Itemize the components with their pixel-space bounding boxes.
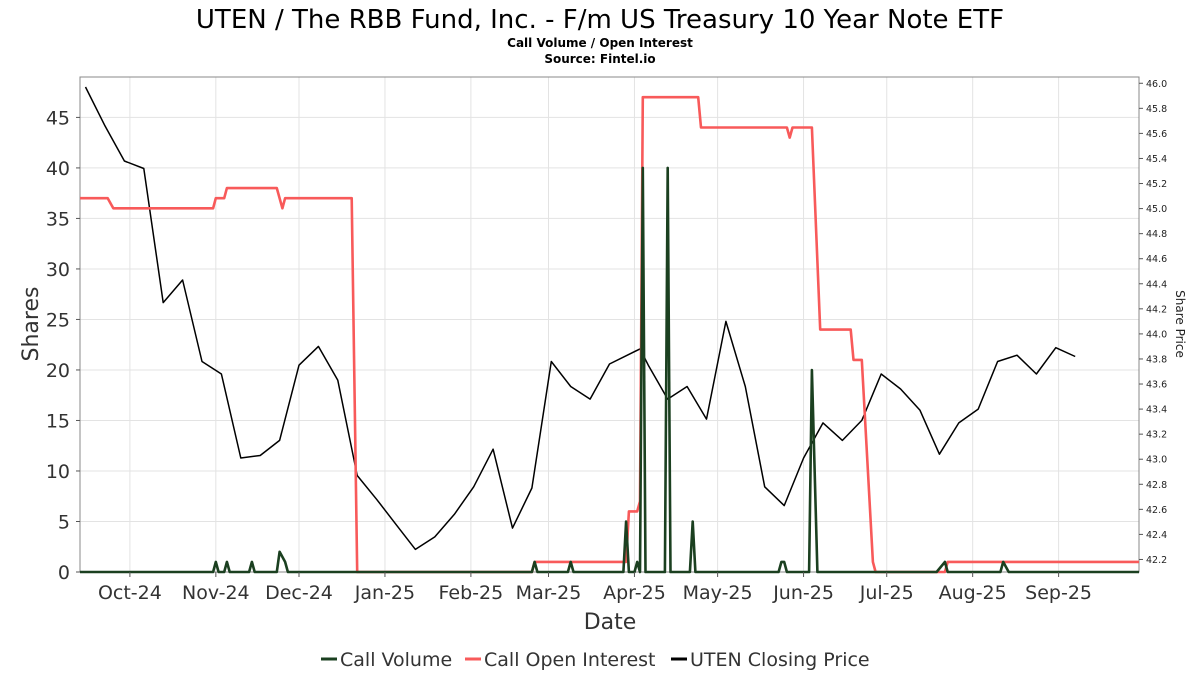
y-tick-label: 5 [58, 511, 70, 533]
right-axis: 42.2 42.4 42.6 42.8 43.0 43.2 43.4 43.6 43.8 44.0… [1139, 79, 1167, 566]
grid [80, 77, 1139, 573]
chart-source: Source: Fintel.io [544, 52, 655, 66]
legend-label: Call Volume [340, 649, 452, 671]
y2-tick-label: 45.0 [1146, 204, 1167, 215]
x-axis-label: Date [584, 610, 637, 635]
x-tick-label: Feb-25 [439, 582, 504, 604]
y2-tick-label: 43.4 [1146, 405, 1167, 416]
y2-tick-label: 45.6 [1146, 129, 1167, 140]
series-layer [80, 86, 1139, 574]
series-line-call-volume [80, 166, 1139, 574]
x-tick-label: May-25 [683, 582, 753, 604]
x-tick-label: Apr-25 [603, 582, 666, 604]
y2-tick-label: 44.0 [1146, 329, 1167, 340]
y2-tick-label: 46.0 [1146, 79, 1167, 90]
y2-tick-label: 45.2 [1146, 179, 1167, 190]
x-tick-label: Nov-24 [182, 582, 250, 604]
y2-tick-label: 42.8 [1146, 480, 1167, 491]
series-line-uten-closing-price [84, 86, 1076, 551]
y-axis-label: Shares [19, 287, 44, 362]
x-tick-label: Sep-25 [1025, 582, 1092, 604]
x-tick-label: Oct-24 [98, 582, 162, 604]
legend: Call Volume Call Open Interest UTEN Closin… [321, 649, 870, 671]
x-tick-label: Aug-25 [939, 582, 1007, 604]
y2-tick-label: 44.8 [1146, 229, 1167, 240]
x-tick-label: Mar-25 [516, 582, 582, 604]
chart-title: UTEN / The RBB Fund, Inc. - F/m US Treas… [196, 5, 1004, 35]
y2-tick-label: 45.4 [1146, 154, 1167, 165]
y-tick-label: 15 [46, 410, 70, 432]
legend-label: UTEN Closing Price [690, 649, 870, 671]
y2-axis-label: Share Price [1173, 290, 1187, 358]
y2-tick-label: 45.8 [1146, 104, 1167, 115]
y2-tick-label: 44.4 [1146, 279, 1167, 290]
y2-tick-label: 42.2 [1146, 555, 1167, 566]
y-tick-label: 30 [46, 259, 70, 281]
y-tick-label: 20 [46, 360, 70, 382]
y2-tick-label: 42.6 [1146, 505, 1167, 516]
y2-tick-label: 43.6 [1146, 380, 1167, 391]
x-tick-label: Jun-25 [772, 582, 834, 604]
y2-tick-label: 43.0 [1146, 455, 1167, 466]
y-tick-label: 25 [46, 309, 70, 331]
y2-tick-label: 42.4 [1146, 530, 1167, 541]
y-tick-label: 45 [46, 107, 70, 129]
x-tick-label: Jul-25 [859, 582, 914, 604]
plot-area [79, 76, 1140, 573]
x-tick-label: Dec-24 [265, 582, 333, 604]
y-tick-label: 35 [46, 208, 70, 230]
left-axis: 0 5 10 15 20 25 30 35 40 45 [46, 107, 80, 584]
chart-subtitle: Call Volume / Open Interest [507, 36, 693, 50]
y2-tick-label: 43.2 [1146, 430, 1167, 441]
x-axis: Oct-24 Nov-24 Dec-24 Jan-25 Feb-25 Mar-25 Apr-… [98, 572, 1092, 604]
y2-tick-label: 43.8 [1146, 354, 1167, 365]
y2-tick-label: 44.6 [1146, 254, 1167, 265]
x-tick-label: Jan-25 [354, 582, 415, 604]
y-tick-label: 0 [58, 562, 70, 584]
y-tick-label: 10 [46, 461, 70, 483]
y-tick-label: 40 [46, 158, 70, 180]
series-line-call-open-interest [80, 95, 1139, 574]
y2-tick-label: 44.2 [1146, 304, 1167, 315]
legend-label: Call Open Interest [484, 649, 656, 671]
